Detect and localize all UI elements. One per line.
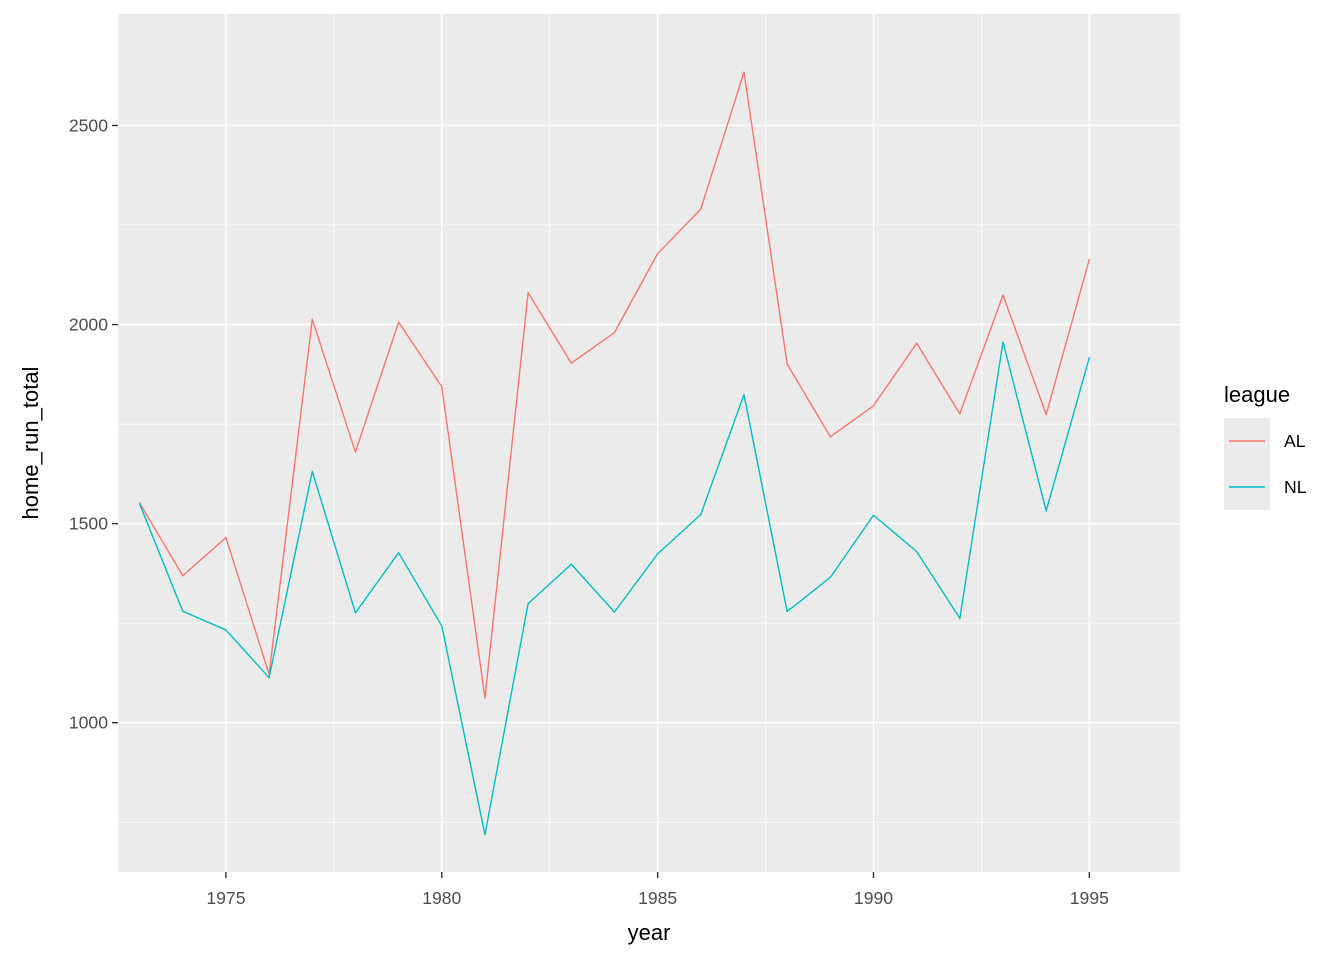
data-point-nl bbox=[1045, 510, 1047, 512]
data-point-nl bbox=[1088, 356, 1090, 359]
data-point-al bbox=[829, 436, 831, 438]
legend-title: league bbox=[1224, 382, 1290, 407]
data-point-nl bbox=[916, 550, 918, 553]
data-point-al bbox=[527, 292, 529, 294]
data-point-al bbox=[484, 697, 486, 699]
data-point-nl bbox=[743, 394, 745, 396]
plot-panel bbox=[118, 14, 1180, 872]
data-point-nl bbox=[829, 576, 831, 578]
data-point-nl bbox=[311, 470, 313, 473]
data-point-al bbox=[354, 451, 357, 453]
data-point-nl bbox=[1002, 341, 1004, 343]
y-axis-title: home_run_total bbox=[18, 367, 43, 520]
x-axis: 1975 1980 1985 1990 1995 bbox=[206, 872, 1109, 908]
minor-gridlines bbox=[117, 14, 1180, 872]
data-point-nl bbox=[872, 514, 875, 516]
data-point-al bbox=[182, 575, 184, 577]
x-tick-label: 1975 bbox=[206, 888, 245, 908]
data-point-nl bbox=[138, 503, 141, 505]
data-point-al bbox=[1045, 413, 1047, 416]
data-point-al bbox=[1088, 258, 1090, 260]
data-point-nl bbox=[354, 612, 357, 614]
legend-label-al: AL bbox=[1284, 431, 1306, 451]
data-point-al bbox=[872, 405, 875, 407]
x-tick-label: 1990 bbox=[854, 888, 893, 908]
data-point-nl bbox=[441, 625, 443, 627]
x-tick-label: 1985 bbox=[638, 888, 677, 908]
data-point-al bbox=[1002, 294, 1004, 296]
data-point-nl bbox=[613, 611, 616, 613]
data-point-nl bbox=[268, 677, 270, 679]
data-point-al bbox=[743, 71, 745, 73]
data-point-al bbox=[570, 362, 572, 364]
data-point-nl bbox=[182, 610, 184, 612]
data-point-al bbox=[311, 318, 313, 320]
data-point-al bbox=[441, 386, 443, 388]
y-tick-label: 1000 bbox=[69, 713, 108, 733]
data-point-al bbox=[613, 331, 616, 334]
major-gridlines bbox=[118, 14, 1180, 872]
data-point-al bbox=[786, 363, 788, 365]
data-point-nl bbox=[527, 603, 529, 605]
data-point-al bbox=[657, 253, 659, 255]
y-tick-label: 2000 bbox=[69, 315, 108, 335]
y-axis: 1000 1500 2000 2500 bbox=[69, 115, 118, 733]
data-point-al bbox=[398, 321, 400, 323]
data-point-al bbox=[225, 536, 227, 539]
y-tick-label: 1500 bbox=[69, 514, 108, 534]
data-point-nl bbox=[398, 552, 400, 554]
data-point-nl bbox=[959, 617, 961, 619]
data-point-al bbox=[700, 208, 702, 210]
data-point-al bbox=[916, 342, 918, 344]
x-tick-label: 1980 bbox=[422, 888, 461, 908]
x-axis-title: year bbox=[628, 920, 671, 945]
data-point-nl bbox=[484, 833, 486, 836]
x-tick-label: 1995 bbox=[1070, 888, 1109, 908]
legend: league AL NL bbox=[1224, 382, 1307, 510]
data-point-nl bbox=[657, 553, 659, 555]
y-tick-label: 2500 bbox=[69, 115, 108, 135]
data-point-nl bbox=[225, 629, 227, 631]
legend-label-nl: NL bbox=[1284, 477, 1307, 497]
series-lines bbox=[138, 71, 1091, 836]
data-point-nl bbox=[786, 611, 788, 613]
data-point-al bbox=[959, 413, 961, 415]
data-point-nl bbox=[700, 513, 702, 516]
data-point-nl bbox=[570, 563, 572, 565]
